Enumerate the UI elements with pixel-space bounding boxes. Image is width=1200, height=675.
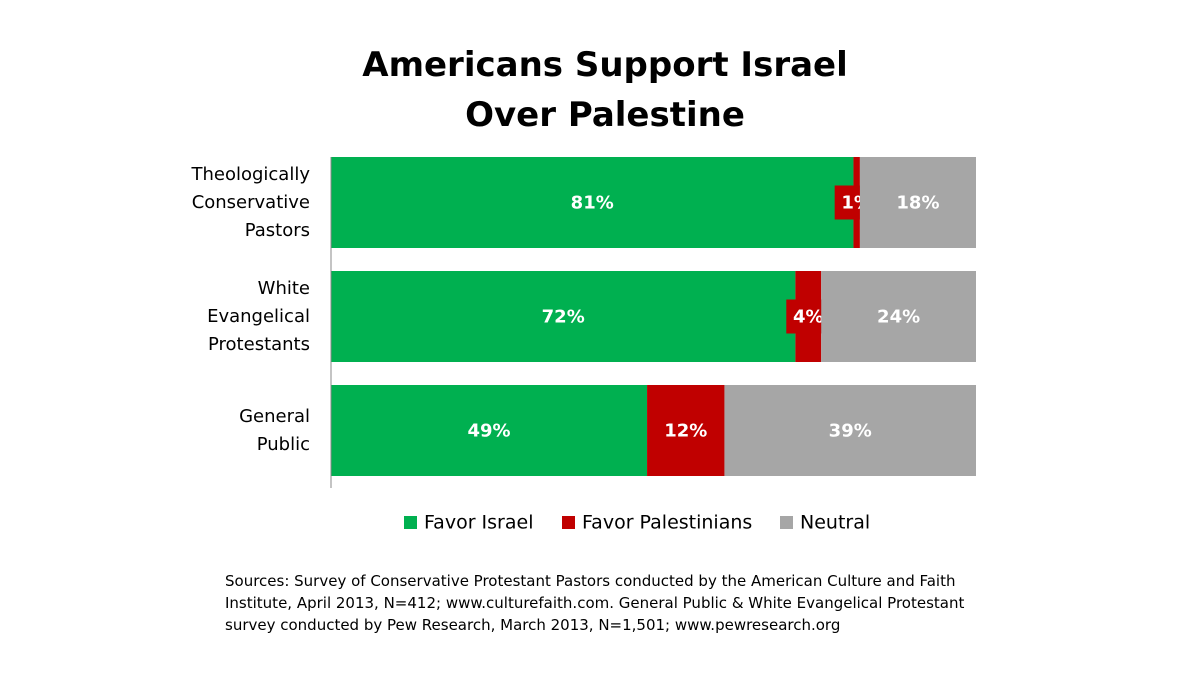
legend-label: Favor Israel	[424, 512, 533, 534]
bar-segment	[331, 157, 854, 248]
bar-segment	[331, 271, 796, 362]
data-label: 12%	[664, 421, 707, 442]
data-label: 4%	[793, 307, 824, 328]
data-label: 72%	[542, 307, 585, 328]
legend-swatch	[404, 516, 417, 529]
data-label: 81%	[571, 193, 614, 214]
data-label: 18%	[896, 193, 939, 214]
chart-title: Americans Support Israel Over Palestine	[362, 45, 848, 135]
legend-swatch	[780, 516, 793, 529]
bar-segment	[821, 271, 976, 362]
legend-label: Favor Palestinians	[582, 512, 752, 534]
legend-swatch	[562, 516, 575, 529]
bar-segment	[647, 385, 725, 476]
category-label: General Public	[239, 405, 310, 455]
data-label: 24%	[877, 307, 920, 328]
category-label: White Evangelical Protestants	[207, 277, 310, 355]
category-label: Theologically Conservative Pastors	[191, 163, 310, 241]
source-note: Sources: Survey of Conservative Protesta…	[225, 572, 965, 634]
data-label: 39%	[829, 421, 872, 442]
bar-segment	[331, 385, 648, 476]
legend-label: Neutral	[800, 512, 870, 534]
data-label: 49%	[467, 421, 510, 442]
bar-segment	[859, 157, 976, 248]
bar-segment	[724, 385, 976, 476]
